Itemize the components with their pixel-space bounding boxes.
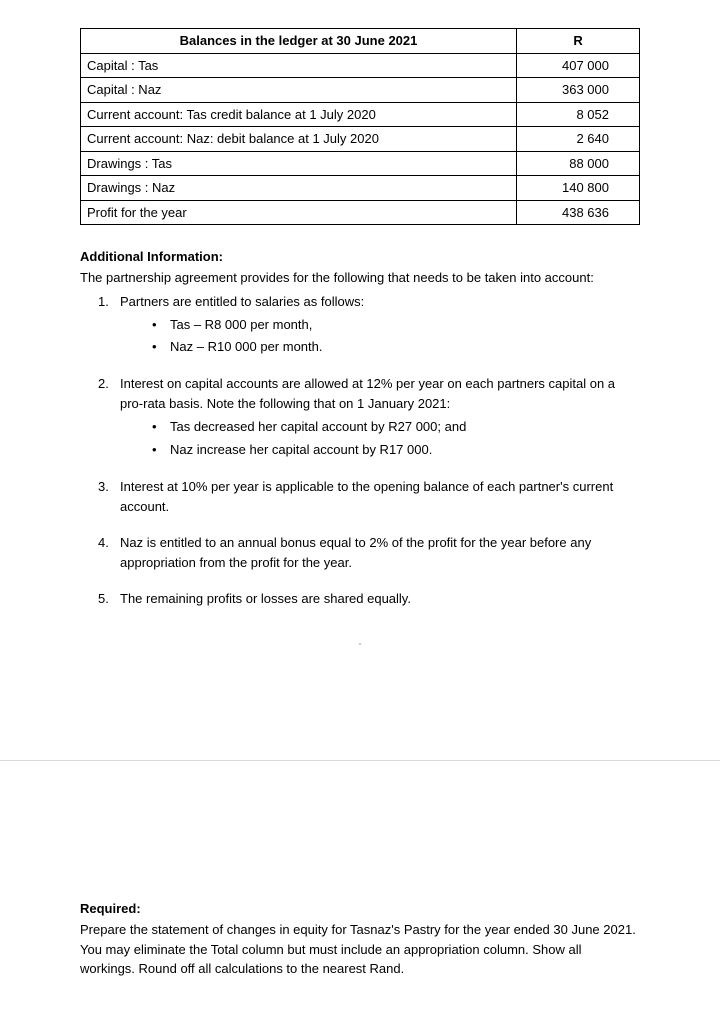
sub-bullets: Tas decreased her capital account by R27… (120, 416, 640, 460)
item-text: Naz is entitled to an annual bonus equal… (120, 535, 591, 570)
table-row: Current account: Naz: debit balance at 1… (81, 127, 640, 152)
table-row: Current account: Tas credit balance at 1… (81, 102, 640, 127)
bullet-item: Naz increase her capital account by R17 … (120, 439, 640, 461)
table-row: Profit for the year438 636 (81, 200, 640, 225)
page-footer-mark: - (80, 639, 640, 650)
sub-bullets: Tas – R8 000 per month, Naz – R10 000 pe… (120, 314, 640, 358)
item-text: Partners are entitled to salaries as fol… (120, 294, 364, 309)
upper-page: Balances in the ledger at 30 June 2021 R… (0, 0, 720, 670)
list-item: 3. Interest at 10% per year is applicabl… (80, 477, 640, 517)
item-text: The remaining profits or losses are shar… (120, 591, 411, 606)
list-item: 2. Interest on capital accounts are allo… (80, 374, 640, 460)
table-header-row: Balances in the ledger at 30 June 2021 R (81, 29, 640, 54)
additional-info-heading: Additional Information: (80, 249, 640, 264)
balances-table: Balances in the ledger at 30 June 2021 R… (80, 28, 640, 225)
table-header-left: Balances in the ledger at 30 June 2021 (81, 29, 517, 54)
table-header-right: R (517, 29, 640, 54)
page-separator (0, 760, 720, 761)
list-item: 4. Naz is entitled to an annual bonus eq… (80, 533, 640, 573)
list-item: 5. The remaining profits or losses are s… (80, 589, 640, 609)
table-row: Drawings : Naz140 800 (81, 176, 640, 201)
required-text: Prepare the statement of changes in equi… (80, 920, 640, 979)
table-row: Capital : Naz363 000 (81, 78, 640, 103)
list-item: 1. Partners are entitled to salaries as … (80, 292, 640, 358)
bullet-item: Tas decreased her capital account by R27… (120, 416, 640, 438)
separator-line (0, 760, 720, 761)
table-row: Capital : Tas407 000 (81, 53, 640, 78)
required-heading: Required: (80, 901, 640, 916)
bullet-item: Naz – R10 000 per month. (120, 336, 640, 358)
provision-list: 1. Partners are entitled to salaries as … (80, 292, 640, 610)
item-text: Interest on capital accounts are allowed… (120, 376, 615, 411)
table-row: Drawings : Tas88 000 (81, 151, 640, 176)
additional-info-intro: The partnership agreement provides for t… (80, 268, 640, 288)
item-text: Interest at 10% per year is applicable t… (120, 479, 613, 514)
bullet-item: Tas – R8 000 per month, (120, 314, 640, 336)
lower-page: Required: Prepare the statement of chang… (0, 901, 720, 1009)
